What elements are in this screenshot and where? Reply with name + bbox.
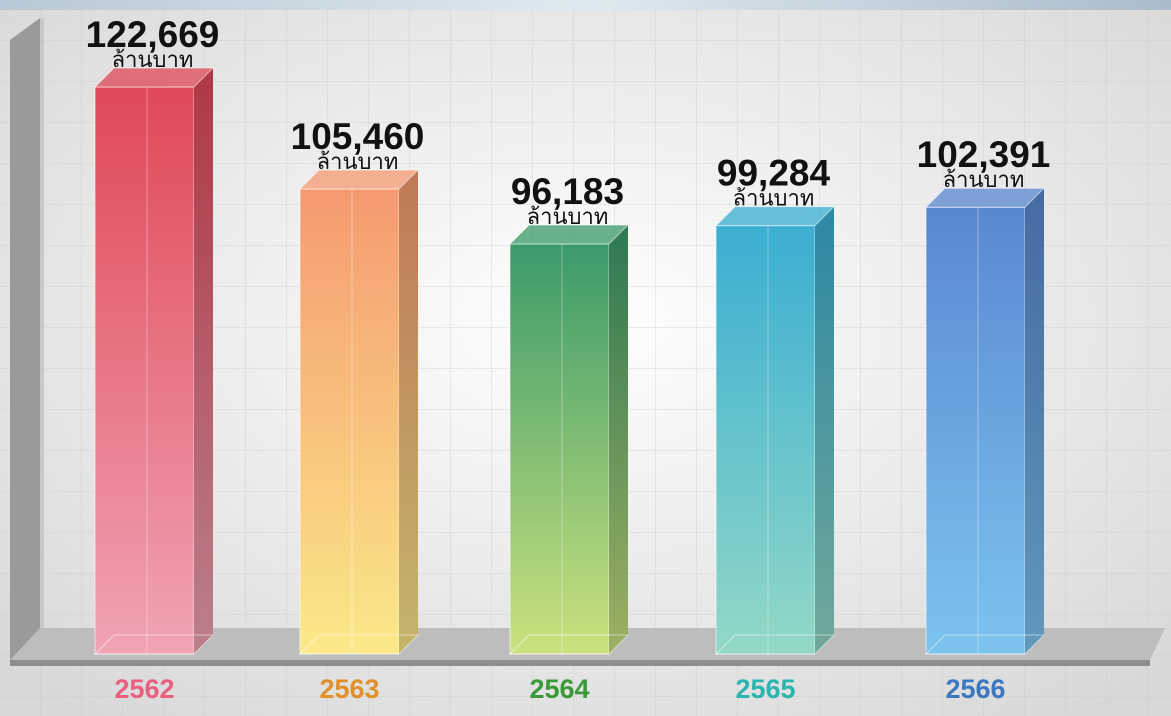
bar-top [714,206,836,227]
bar-side-shade [194,68,213,654]
bar-side-shade [1025,188,1044,654]
x-tick-label: 2563 [319,674,379,704]
bar-side-shade [399,170,418,654]
bar-inner-bottom [714,634,836,655]
bar [94,86,195,655]
bar [299,188,400,655]
left-wall-edge [40,18,44,632]
bar-side [815,206,834,654]
top-strip [0,0,1171,10]
unit-label: ล้านบาท [112,47,194,72]
unit-label: ล้านบาท [943,167,1025,192]
bar-side [1025,188,1044,654]
bar-side [609,225,628,654]
bar [509,243,610,655]
value-label: 105,460 [291,116,425,157]
x-tick-label: 2566 [945,674,1005,704]
bar-inner-bottom [508,634,630,655]
value-label: 99,284 [717,153,831,194]
value-label: 122,669 [86,14,220,55]
value-label: 96,183 [511,171,624,212]
bar [925,206,1026,655]
bar-inner-bottom [924,634,1046,655]
x-tick-label: 2564 [529,674,589,704]
bar-inner-bottom [93,634,215,655]
x-tick-label: 2562 [114,674,174,704]
left-wall [10,18,40,660]
bar-top [508,224,630,245]
bar-side-shade [815,206,834,654]
bar-side-shade [609,225,628,654]
bar-top [298,169,420,190]
unit-label: ล้านบาท [733,186,815,211]
x-tick-label: 2565 [735,674,795,704]
floor-edge [10,660,1150,666]
bar-top [93,67,215,88]
bar [715,225,816,655]
unit-label: ล้านบาท [317,149,399,174]
value-label: 102,391 [917,134,1051,175]
unit-label: ล้านบาท [527,204,609,229]
bar-side [194,68,213,654]
bar-side [399,170,418,654]
bar-inner-bottom [298,634,420,655]
bar-top [924,187,1046,208]
